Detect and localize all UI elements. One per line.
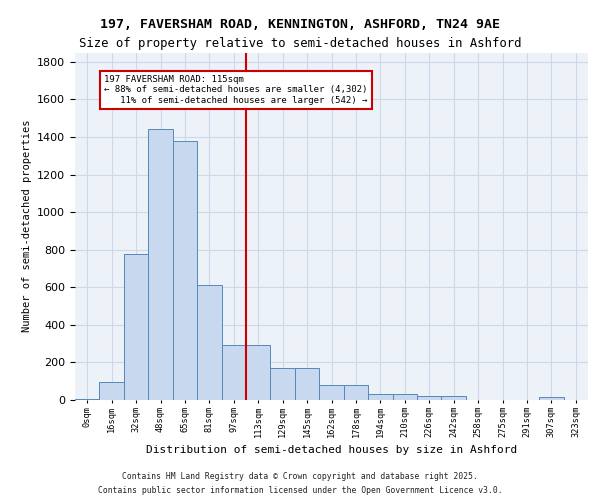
Bar xyxy=(271,368,295,400)
Bar xyxy=(417,396,442,400)
Text: 197, FAVERSHAM ROAD, KENNINGTON, ASHFORD, TN24 9AE: 197, FAVERSHAM ROAD, KENNINGTON, ASHFORD… xyxy=(100,18,500,30)
Bar xyxy=(246,344,271,400)
Bar xyxy=(100,382,124,400)
Bar xyxy=(368,394,392,400)
Bar xyxy=(295,368,319,400)
Bar xyxy=(442,396,466,400)
Bar xyxy=(148,128,173,400)
Bar xyxy=(539,397,563,400)
Bar xyxy=(221,344,246,400)
Bar xyxy=(344,385,368,400)
Text: Contains HM Land Registry data © Crown copyright and database right 2025.: Contains HM Land Registry data © Crown c… xyxy=(122,472,478,481)
Bar xyxy=(75,399,100,400)
Bar xyxy=(197,286,221,400)
Bar xyxy=(173,141,197,400)
Bar xyxy=(124,254,148,400)
Y-axis label: Number of semi-detached properties: Number of semi-detached properties xyxy=(22,120,32,332)
Bar xyxy=(392,394,417,400)
Text: Size of property relative to semi-detached houses in Ashford: Size of property relative to semi-detach… xyxy=(79,38,521,51)
X-axis label: Distribution of semi-detached houses by size in Ashford: Distribution of semi-detached houses by … xyxy=(146,446,517,456)
Bar xyxy=(319,385,344,400)
Text: Contains public sector information licensed under the Open Government Licence v3: Contains public sector information licen… xyxy=(98,486,502,495)
Text: 197 FAVERSHAM ROAD: 115sqm
← 88% of semi-detached houses are smaller (4,302)
   : 197 FAVERSHAM ROAD: 115sqm ← 88% of semi… xyxy=(104,75,368,105)
